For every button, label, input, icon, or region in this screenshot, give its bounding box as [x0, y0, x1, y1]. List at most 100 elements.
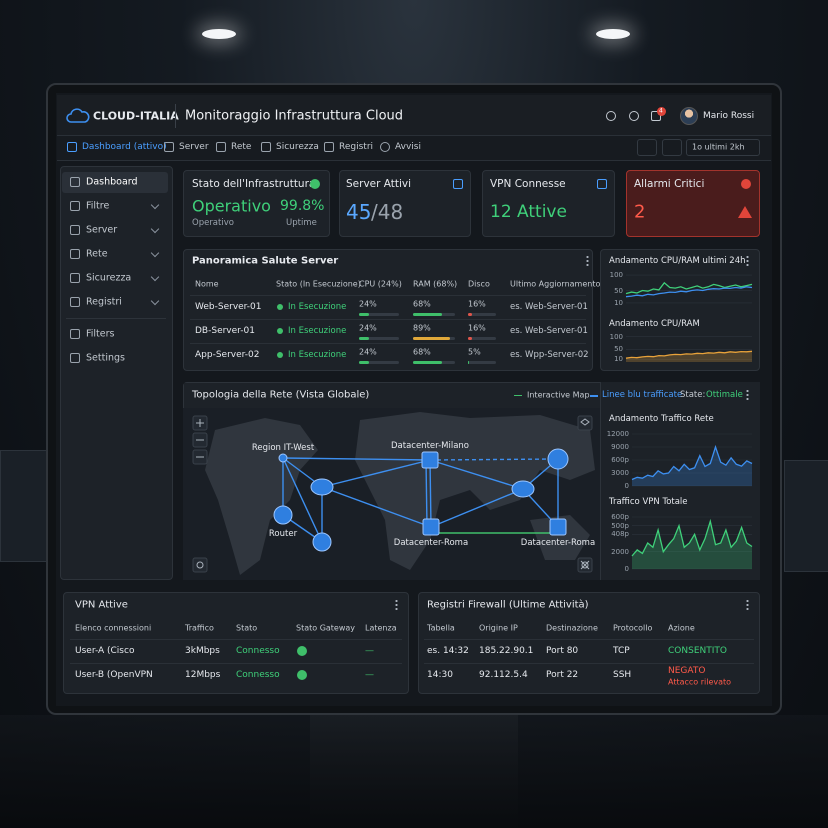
nav-tab[interactable]: Dashboard (attivo)	[82, 142, 167, 152]
more-menu[interactable]	[395, 599, 398, 611]
action: CONSENTITO	[668, 646, 727, 656]
progress-bar	[359, 361, 369, 364]
sidebar-item[interactable]: Dashboard	[86, 176, 138, 188]
icon	[70, 177, 80, 187]
time-range: 1o ultimi 2kh	[692, 142, 745, 152]
active-item-highlight	[62, 172, 168, 193]
column-header: Stato (In Esecuzione)	[276, 279, 361, 289]
layers-button[interactable]	[577, 415, 593, 431]
legend-item: Linee blu trafficate	[602, 390, 683, 400]
column-header: Stato Gateway	[296, 623, 356, 633]
sidebar-item[interactable]: Filters	[86, 328, 115, 340]
server-name: DB-Server-01	[195, 326, 255, 336]
sidebar-item[interactable]: Filtre	[86, 200, 110, 212]
column-header: Tabella	[427, 623, 455, 633]
nav-tab[interactable]: Sicurezza	[276, 142, 319, 152]
y-tick-label: 2000	[611, 547, 629, 556]
column-header: Stato	[236, 623, 258, 633]
y-tick-label: 12000	[606, 430, 629, 438]
chart-title: Traffico VPN Totale	[609, 497, 688, 507]
panel	[339, 170, 471, 237]
row-divider	[70, 663, 402, 664]
progress-track	[359, 337, 399, 340]
more-menu[interactable]	[746, 389, 749, 401]
card-label: Operativo	[192, 218, 234, 228]
y-tick-label: 50	[614, 286, 623, 295]
y-tick-label: 50	[614, 345, 623, 354]
column-header: Latenza	[365, 623, 397, 633]
link	[321, 486, 432, 528]
link	[429, 459, 524, 490]
nav-tab[interactable]: Avvisi	[395, 142, 421, 152]
locate-button[interactable]	[192, 557, 208, 573]
avatar[interactable]	[680, 107, 698, 125]
y-tick-label: 9000	[611, 443, 629, 451]
sidebar-item[interactable]: Settings	[86, 352, 125, 364]
side-monitor	[784, 460, 828, 572]
destination: Port 22	[546, 670, 579, 680]
icon	[651, 111, 661, 121]
map-controls[interactable]	[192, 415, 593, 573]
status-icon	[310, 179, 320, 189]
more-menu[interactable]	[746, 599, 749, 611]
action-note: Attacco rilevato	[668, 677, 732, 687]
server-status: In Esecuzione	[288, 350, 347, 360]
sidebar-item[interactable]: Server	[86, 224, 118, 236]
continent	[530, 515, 590, 560]
nodes	[273, 448, 569, 552]
notification-badge	[657, 107, 666, 116]
router-node	[310, 478, 334, 496]
user-name[interactable]: Mario Rossi	[703, 111, 755, 121]
chart-panel	[600, 249, 760, 371]
y-tick-label: 500p	[611, 521, 629, 530]
source-ip: 92.112.5.4	[479, 670, 528, 680]
log-time: es. 14:32	[427, 646, 469, 656]
gateway-ok-icon	[297, 646, 307, 656]
sparkline-chart	[625, 336, 753, 362]
more-menu[interactable]	[586, 255, 589, 267]
icon	[70, 353, 80, 363]
y-tick-label: 408p	[611, 530, 629, 539]
line	[625, 281, 753, 295]
chart-title: Andamento CPU/RAM	[609, 319, 700, 329]
alert-card	[626, 170, 760, 237]
sidebar-item[interactable]: Rete	[86, 248, 108, 260]
card-value: 12 Attive	[490, 202, 567, 222]
vpn-panel	[63, 592, 409, 694]
sparkline-chart	[631, 433, 753, 487]
nav-tab[interactable]: Registri	[339, 142, 374, 152]
header-bar	[57, 95, 771, 136]
panel-title: VPN Attive	[75, 599, 128, 611]
latency: —	[365, 670, 374, 680]
more-menu[interactable]	[746, 255, 749, 267]
metric-label: 5%	[468, 347, 481, 357]
column-header: Elenco connessioni	[75, 623, 152, 633]
y-tick-label: 100	[609, 271, 623, 280]
node-label: Datacenter-Milano	[391, 441, 469, 451]
clock-button[interactable]	[662, 139, 682, 156]
sidebar-item[interactable]: Registri	[86, 296, 122, 308]
panel-title: Panoramica Salute Server	[192, 255, 339, 267]
nav-tab[interactable]: Rete	[231, 142, 252, 152]
server-status: In Esecuzione	[288, 326, 347, 336]
chart-panel	[600, 382, 760, 580]
router-node	[511, 480, 535, 498]
line	[625, 286, 753, 298]
panel-title: Registri Firewall (Ultime Attività)	[427, 599, 589, 611]
row-divider	[190, 295, 586, 296]
card-value: 45	[346, 200, 372, 224]
last-update: es. Wpp-Server-02	[510, 350, 589, 360]
filter-button[interactable]	[637, 139, 657, 156]
icon	[70, 273, 80, 283]
time-range-select[interactable]	[686, 139, 760, 156]
metric-label: 68%	[413, 299, 431, 309]
sidebar-item[interactable]: Sicurezza	[86, 272, 132, 284]
metric-label: 16%	[468, 323, 486, 333]
icon	[70, 201, 80, 211]
protocol: SSH	[613, 670, 632, 680]
row-divider	[190, 343, 586, 344]
node-label: Datacenter-Roma	[521, 538, 595, 548]
y-tick-label: 0	[624, 482, 629, 490]
line	[625, 350, 753, 359]
nav-tab[interactable]: Server	[179, 142, 209, 152]
